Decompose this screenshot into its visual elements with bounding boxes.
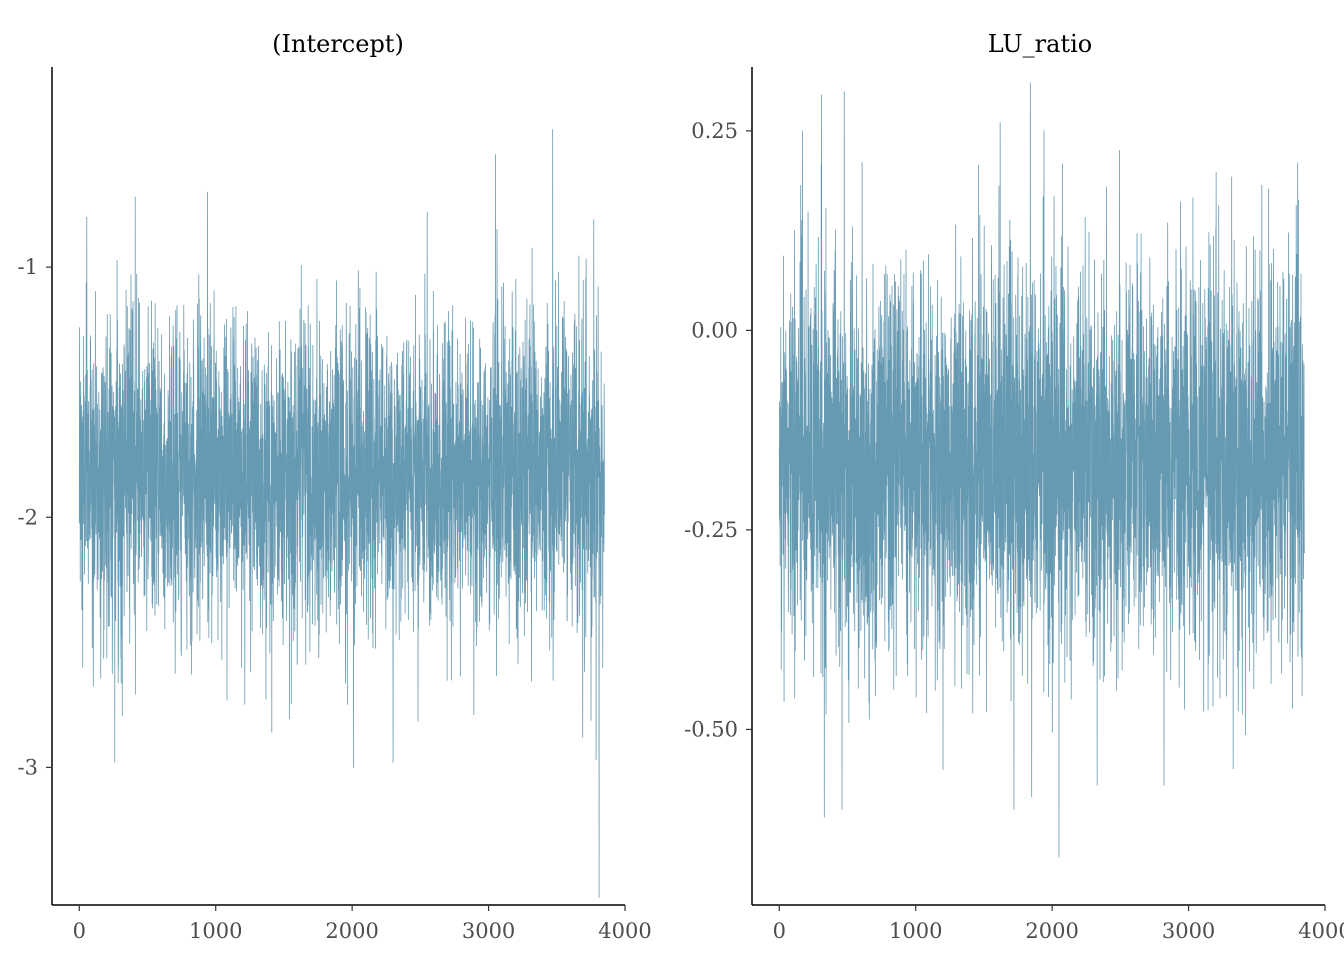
x-tick-label: 3000 (462, 919, 515, 943)
x-tick-label: 1000 (889, 919, 942, 943)
x-tick-label: 0 (773, 919, 786, 943)
x-tick-label: 3000 (1162, 919, 1215, 943)
y-tick-label: 0.25 (691, 119, 738, 143)
panel-1: (Intercept) 0 1000 2000 3000 4000 -1 -2 -3 (18, 30, 652, 943)
panel-2: LU_ratio 0 1000 2000 3000 4000 0.25 0.00 -0.25 -0… (684, 30, 1344, 943)
y-tick-label: -0.50 (684, 717, 738, 741)
y-tick-label: -2 (18, 505, 38, 529)
x-tick-label: 2000 (325, 919, 378, 943)
trace-series-line (78, 129, 605, 898)
x-tick-label: 2000 (1025, 919, 1078, 943)
y-tick-label: -3 (18, 755, 38, 779)
x-tick-label: 1000 (189, 919, 242, 943)
x-tick-label: 4000 (1298, 919, 1344, 943)
x-tick-label: 4000 (598, 919, 651, 943)
y-tick-label: -0.25 (684, 518, 738, 542)
y-tick-label: 0.00 (691, 318, 738, 342)
panel-title: LU_ratio (988, 30, 1092, 58)
x-tick-label: 0 (73, 919, 86, 943)
trace-series-line (778, 82, 1305, 858)
panel-title: (Intercept) (272, 30, 404, 58)
y-tick-label: -1 (18, 255, 38, 279)
